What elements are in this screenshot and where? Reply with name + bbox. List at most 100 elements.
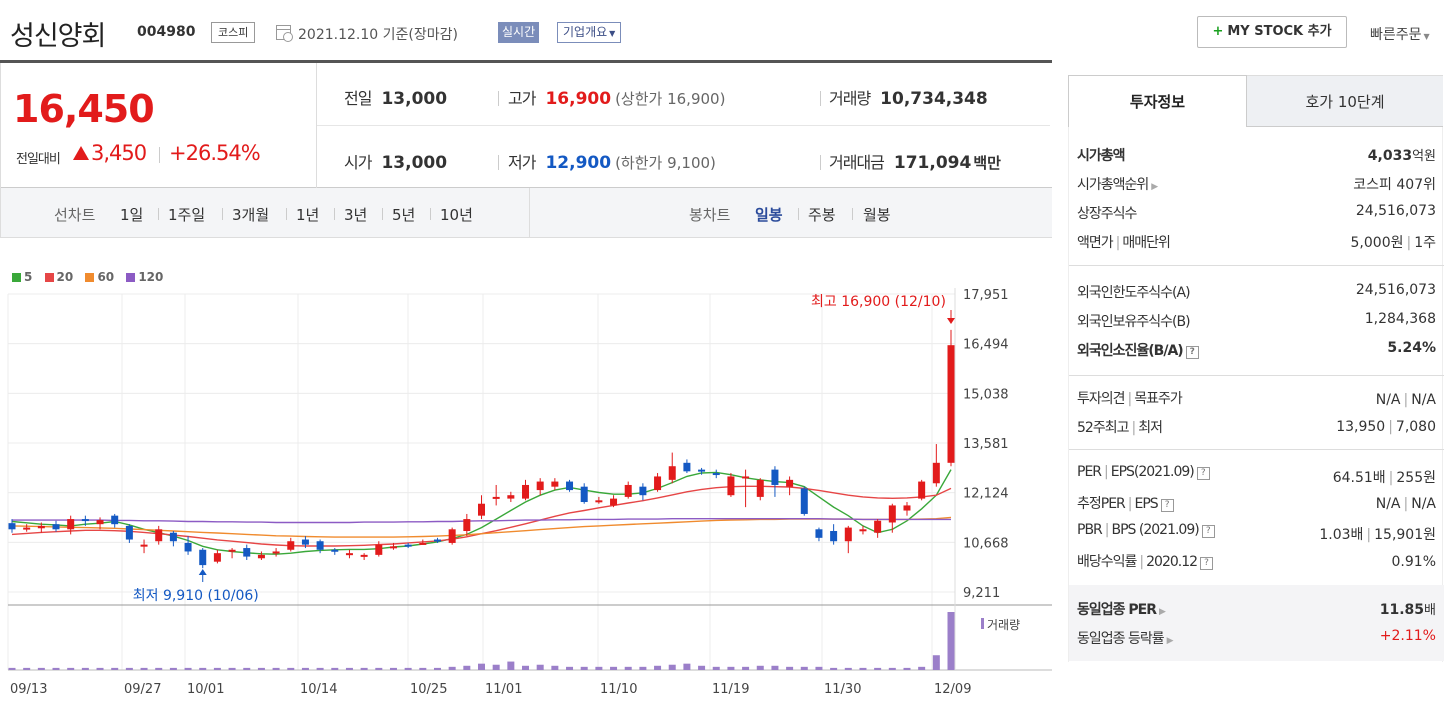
volume-value: 10,734,348 <box>880 89 988 109</box>
corp-info-dropdown[interactable]: 기업개요 ▼ <box>557 22 622 43</box>
x-tick-label: 11/01 <box>485 682 522 697</box>
divider <box>529 188 530 237</box>
volume-bar <box>683 663 691 670</box>
help-icon[interactable]: ? <box>1196 467 1210 480</box>
candle-body <box>287 541 295 550</box>
chevron-right-icon: ▶ <box>1151 182 1158 192</box>
candle-body <box>316 541 324 550</box>
candle-body <box>375 544 383 555</box>
volume-bar <box>522 665 530 670</box>
legend-swatch <box>85 273 95 282</box>
volume-bar <box>96 667 104 670</box>
candle-body <box>888 505 896 523</box>
tab-invest-info[interactable]: 투자정보 <box>1068 75 1247 127</box>
par-value-value: 5,000원 | 1주 <box>1351 232 1436 252</box>
line-chart-label: 선차트 <box>54 206 96 224</box>
volume-bar <box>228 667 236 670</box>
x-tick-label: 10/01 <box>187 682 224 697</box>
sector-change-value: +2.11% <box>1379 628 1436 644</box>
market-badge: 코스피 <box>211 22 256 43</box>
candle-daily[interactable]: 일봉 <box>755 206 783 224</box>
market-cap-rank-row[interactable]: 시가총액순위 ▶ 코스피 407위 <box>1077 174 1436 196</box>
period-10y[interactable]: 10년 <box>440 206 473 224</box>
realtime-button[interactable]: 실시간 <box>498 22 540 43</box>
per: 64.51배 <box>1332 470 1386 486</box>
sector-per: 11.85 <box>1379 602 1425 618</box>
candle-body <box>301 539 309 545</box>
dividend-row: 배당수익률 | 2020.12? 0.91% <box>1077 551 1436 573</box>
volume-bar <box>433 667 441 670</box>
pbr-row: PBR | BPS (2021.09)? 1.03배 | 15,901원 <box>1077 522 1436 544</box>
candle-body <box>37 525 45 529</box>
per-value: 64.51배 | 255원 <box>1333 467 1436 487</box>
divider <box>317 125 1050 126</box>
up-triangle-icon <box>73 146 89 160</box>
per-label: PER | EPS(2021.09)? <box>1077 464 1210 480</box>
sector-change-row[interactable]: 동일업종 등락률 ▶ +2.11% <box>1077 628 1436 650</box>
period-3m[interactable]: 3개월 <box>232 206 270 224</box>
foreign-hold-row: 외국인보유주식수(B) 1,284,368 <box>1077 311 1436 333</box>
divider <box>222 208 223 220</box>
period-5y[interactable]: 5년 <box>392 206 416 224</box>
volume-bar <box>23 667 31 670</box>
candlestick-plot[interactable]: 17,951 16,494 15,038 13,581 12,124 10,668 9,21… <box>0 238 1052 727</box>
quick-order-dropdown[interactable]: 빠른주문 ▼ <box>1370 24 1430 44</box>
volume-bar <box>698 665 706 670</box>
period-1d[interactable]: 1일 <box>120 206 144 224</box>
w52-label: 52주최고 | 최저 <box>1077 417 1163 437</box>
bps-text: BPS (2021.09) <box>1111 522 1200 538</box>
candle-body <box>404 544 412 547</box>
volume-bar <box>492 664 500 670</box>
legend-swatch <box>44 273 54 282</box>
volume-bar <box>654 665 662 670</box>
current-price: 16,450 <box>13 87 155 131</box>
prev-close-label: 전일 <box>344 89 372 108</box>
est-per-value: N/A | N/A <box>1376 496 1436 512</box>
help-icon[interactable]: ? <box>1160 499 1174 512</box>
volume-bar <box>712 666 720 670</box>
change-percent: +26.54% <box>169 141 261 165</box>
candle-body <box>81 519 89 522</box>
volume-bar <box>844 667 852 670</box>
pbr-text: PBR <box>1077 522 1103 538</box>
help-icon[interactable]: ? <box>1201 525 1215 538</box>
market-cap-number: 4,033 <box>1367 148 1413 164</box>
help-icon[interactable]: ? <box>1200 557 1214 570</box>
tab-orderbook-10[interactable]: 호가 10단계 <box>1247 75 1443 127</box>
dividend-year: 2020.12 <box>1146 554 1198 570</box>
divider <box>498 91 499 106</box>
par-value: 5,000원 <box>1350 235 1404 251</box>
candle-weekly[interactable]: 주봉 <box>808 206 836 224</box>
separator: | <box>1406 235 1412 251</box>
opinion-row: 투자의견 | 목표주가 N/A | N/A <box>1077 388 1436 410</box>
sector-per-row[interactable]: 동일업종 PER ▶ 11.85배 <box>1077 599 1436 621</box>
w52-high-text: 52주최고 <box>1077 420 1129 436</box>
volume-bar <box>727 666 735 670</box>
volume-bar <box>918 666 926 670</box>
lower-limit: (하한가 9,100) <box>615 154 716 172</box>
volume-bar <box>932 655 940 670</box>
y-tick-label: 10,668 <box>963 536 1009 551</box>
volume-bar <box>37 667 45 670</box>
candle-body <box>507 495 515 499</box>
candle-monthly[interactable]: 월봉 <box>863 206 891 224</box>
dividend-text: 배당수익률 <box>1077 554 1137 570</box>
volume-bar <box>345 667 353 670</box>
candle-body <box>155 529 163 542</box>
price-chart[interactable]: 5 20 60 120 17,951 16,494 15,038 13,581 12,1… <box>0 238 1052 727</box>
opinion-value: N/A | N/A <box>1376 392 1436 408</box>
volume-bar <box>140 667 148 670</box>
sector-per-value: 11.85배 <box>1380 599 1436 618</box>
period-3y[interactable]: 3년 <box>344 206 368 224</box>
period-1w[interactable]: 1주일 <box>168 206 206 224</box>
candle-body <box>536 481 544 491</box>
volume-label: 거래량 <box>987 618 1020 632</box>
help-icon[interactable]: ? <box>1185 346 1199 359</box>
add-mystock-button[interactable]: + MY STOCK 추가 <box>1197 16 1347 48</box>
w52-value: 13,950 | 7,080 <box>1336 419 1436 435</box>
foreign-ratio-value: 5.24% <box>1387 340 1436 356</box>
candle-body <box>96 520 104 525</box>
est-eps-text: EPS <box>1134 496 1159 512</box>
period-1y[interactable]: 1년 <box>296 206 320 224</box>
candle-body <box>52 524 60 530</box>
